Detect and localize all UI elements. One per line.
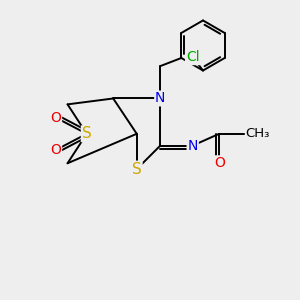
Text: O: O (50, 111, 61, 124)
Text: O: O (50, 143, 61, 157)
Text: O: O (214, 156, 225, 170)
Text: CH₃: CH₃ (246, 127, 270, 140)
Text: Cl: Cl (186, 50, 200, 64)
Text: N: N (155, 92, 166, 106)
Text: N: N (188, 139, 198, 153)
Text: S: S (82, 126, 92, 141)
Text: S: S (132, 162, 142, 177)
